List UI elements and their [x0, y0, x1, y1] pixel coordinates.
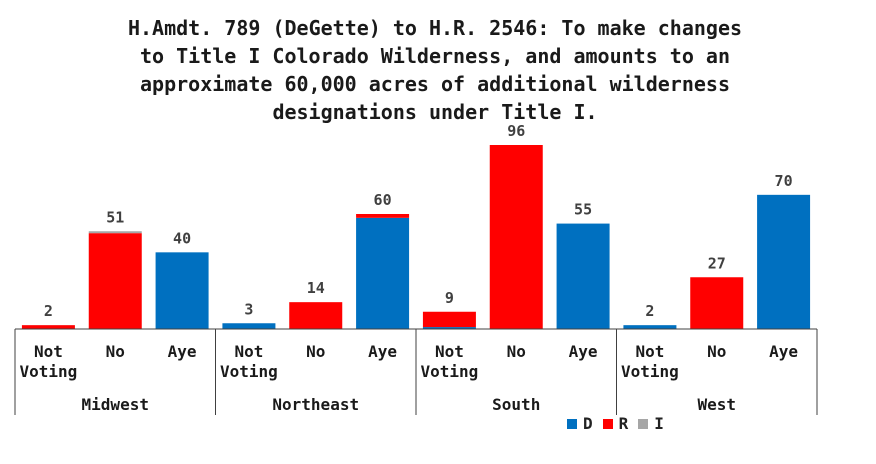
tick-label-northeast-no: No — [306, 342, 325, 361]
legend-swatch-d — [567, 418, 577, 429]
bar-south-not-voting-r — [422, 311, 476, 328]
data-label-midwest-no: 51 — [106, 208, 124, 226]
chart-title: H.Amdt. 789 (DeGette) to H.R. 2546: To m… — [127, 16, 743, 124]
data-label-south-aye: 55 — [574, 201, 592, 219]
tick-label-midwest-not-voting-1: Not — [34, 342, 63, 361]
bar-west-not-voting-d — [623, 325, 677, 329]
bar-midwest-aye-d — [155, 252, 209, 329]
data-label-west-no: 27 — [708, 254, 726, 272]
group-label-west: West — [697, 395, 736, 414]
legend-label-r: R — [618, 414, 629, 433]
data-label-northeast-no: 14 — [307, 279, 325, 297]
bar-south-not-voting-d — [422, 327, 476, 329]
bar-midwest-no-i — [88, 231, 142, 234]
bar-west-no-r — [690, 277, 744, 329]
bar-south-aye-d — [556, 223, 610, 329]
tick-label-south-not-voting-2: Voting — [421, 362, 479, 381]
legend-item-d: D — [567, 414, 593, 433]
legend-label-i: I — [654, 414, 664, 433]
bar-northeast-not-voting-d — [222, 323, 276, 329]
tick-label-midwest-no: No — [106, 342, 125, 361]
group-label-midwest: Midwest — [82, 395, 149, 414]
data-label-northeast-not-voting: 3 — [244, 300, 253, 318]
tick-label-west-not-voting-2: Voting — [621, 362, 679, 381]
data-label-south-not-voting: 9 — [445, 289, 454, 307]
tick-label-midwest-not-voting-2: Voting — [20, 362, 78, 381]
bar-west-aye-d — [757, 194, 811, 329]
bar-midwest-not-voting-r — [21, 325, 75, 329]
tick-label-northeast-not-voting-1: Not — [234, 342, 263, 361]
tick-label-south-aye: Aye — [569, 342, 598, 361]
tick-label-west-not-voting-1: Not — [635, 342, 664, 361]
legend-label-d: D — [583, 414, 593, 433]
bar-northeast-aye-r — [356, 214, 410, 218]
bar-northeast-aye-d — [356, 217, 410, 329]
bar-northeast-no-r — [289, 302, 343, 329]
bar-south-no-r — [489, 145, 543, 329]
data-label-west-aye: 70 — [775, 172, 793, 190]
bar-midwest-no-r — [88, 233, 142, 329]
tick-label-south-no: No — [507, 342, 526, 361]
data-label-south-no: 96 — [507, 122, 525, 140]
group-label-northeast: Northeast — [272, 395, 359, 414]
legend-swatch-i — [638, 418, 649, 429]
tick-label-midwest-aye: Aye — [168, 342, 197, 361]
data-label-west-not-voting: 2 — [645, 302, 654, 320]
tick-label-northeast-aye: Aye — [368, 342, 397, 361]
tick-label-south-not-voting-1: Not — [435, 342, 464, 361]
legend-item-i: I — [638, 414, 664, 433]
data-label-northeast-aye: 60 — [374, 191, 392, 209]
legend: D R I — [567, 414, 664, 433]
data-label-midwest-aye: 40 — [173, 229, 191, 247]
tick-label-northeast-not-voting-2: Voting — [220, 362, 278, 381]
data-label-midwest-not-voting: 2 — [44, 302, 53, 320]
legend-swatch-r — [602, 418, 613, 429]
legend-item-r: R — [602, 414, 629, 433]
tick-label-west-aye: Aye — [769, 342, 798, 361]
tick-label-west-no: No — [707, 342, 726, 361]
group-label-south: South — [492, 395, 540, 414]
